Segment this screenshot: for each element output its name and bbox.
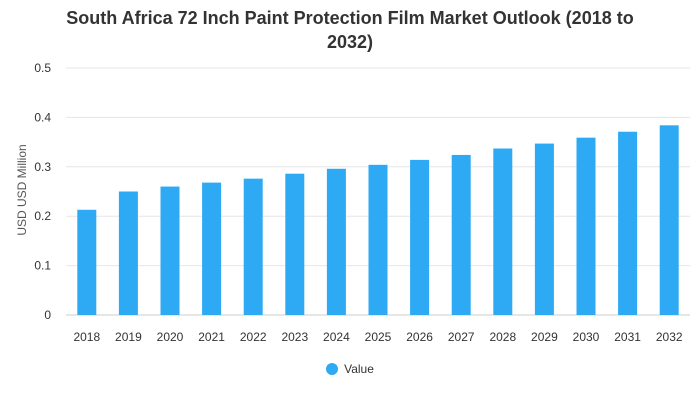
x-tick-label: 2019	[115, 330, 142, 344]
y-tick-label: 0	[44, 308, 51, 322]
chart-title: South Africa 72 Inch Paint Protection Fi…	[0, 6, 700, 54]
x-tick-label: 2029	[531, 330, 558, 344]
bar-2032[interactable]	[659, 125, 679, 315]
bar-2018[interactable]	[77, 209, 97, 315]
y-tick-label: 0.4	[34, 110, 51, 124]
chart-title-line-2: 2032)	[326, 32, 374, 52]
x-tick-label: 2031	[614, 330, 641, 344]
bar-2023[interactable]	[285, 173, 305, 315]
legend-swatch-icon	[326, 363, 339, 375]
x-tick-label: 2028	[489, 330, 516, 344]
bar-2019[interactable]	[118, 191, 138, 316]
bar-2031[interactable]	[618, 131, 638, 315]
x-axis-ticks: 2018 2019 2020 2021 2022 2023 2024 2025 2026 2027…	[73, 330, 682, 344]
x-tick-label: 2020	[157, 330, 184, 344]
x-tick-label: 2030	[573, 330, 600, 344]
bar-2020[interactable]	[160, 186, 180, 315]
x-tick-label: 2021	[198, 330, 225, 344]
x-tick-label: 2032	[656, 330, 683, 344]
y-tick-label: 0.3	[34, 160, 51, 174]
bar-2026[interactable]	[410, 159, 430, 315]
x-tick-label: 2022	[240, 330, 267, 344]
x-tick-label: 2023	[281, 330, 308, 344]
x-tick-label: 2024	[323, 330, 350, 344]
bar-2028[interactable]	[493, 148, 513, 315]
y-tick-label: 0.2	[34, 209, 51, 223]
y-tick-label: 0.5	[34, 61, 51, 75]
x-tick-label: 2027	[448, 330, 475, 344]
x-tick-label: 2026	[406, 330, 433, 344]
legend[interactable]: Value	[0, 362, 700, 376]
bar-2024[interactable]	[326, 168, 346, 315]
bar-2025[interactable]	[368, 164, 388, 315]
bar-2021[interactable]	[202, 182, 222, 315]
bar-2030[interactable]	[576, 137, 596, 315]
bar-2027[interactable]	[451, 154, 471, 315]
y-tick-label: 0.1	[34, 259, 51, 273]
legend-label: Value	[344, 362, 374, 376]
x-tick-label: 2025	[365, 330, 392, 344]
bar-2029[interactable]	[534, 143, 554, 315]
x-tick-label: 2018	[73, 330, 100, 344]
y-axis-ticks: 0 0.1 0.2 0.3 0.4 0.5	[34, 61, 51, 322]
bars	[77, 125, 679, 316]
chart-title-line-1: South Africa 72 Inch Paint Protection Fi…	[66, 8, 634, 28]
bar-2022[interactable]	[243, 178, 263, 315]
y-axis-title: USD USD Million	[15, 144, 29, 235]
